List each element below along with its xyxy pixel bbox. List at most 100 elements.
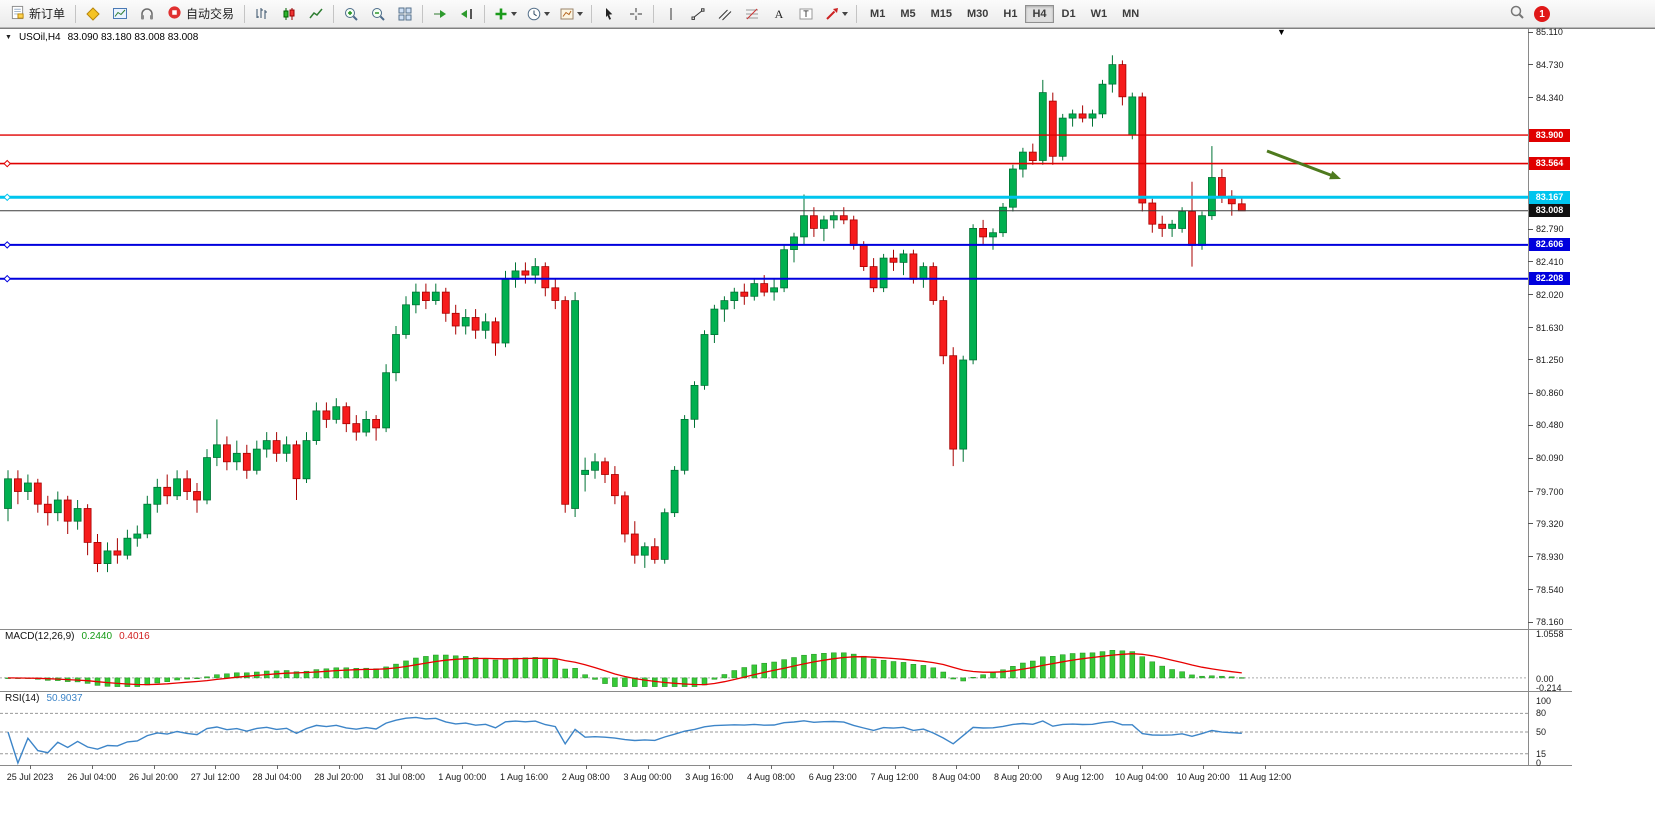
price-tag-82.606: 82.606 bbox=[1529, 238, 1570, 252]
time-axis-label: 6 Aug 23:00 bbox=[808, 772, 857, 782]
autotrade-button[interactable]: 自动交易 bbox=[161, 3, 240, 25]
time-axis-label: 25 Jul 2023 bbox=[6, 772, 54, 782]
line-handle[interactable] bbox=[3, 159, 12, 168]
price-chart[interactable] bbox=[0, 29, 1528, 629]
axis-tick bbox=[1528, 97, 1533, 99]
toolbar-separator bbox=[333, 4, 335, 23]
arrows-tool-icon[interactable] bbox=[820, 2, 852, 26]
price-tag-83.900: 83.900 bbox=[1529, 128, 1570, 142]
time-tick bbox=[1141, 765, 1143, 769]
macd-signal-value: 0.4016 bbox=[119, 631, 150, 642]
chart-info-collapse-icon[interactable]: ▼ bbox=[5, 34, 12, 41]
time-axis-label: 11 Aug 12:00 bbox=[1238, 772, 1292, 782]
zoom-out-icon[interactable] bbox=[365, 2, 391, 26]
line-chart-type-icon[interactable] bbox=[303, 2, 329, 26]
trend-arrow[interactable] bbox=[1266, 149, 1336, 178]
timeframe-button-m15[interactable]: M15 bbox=[924, 5, 959, 23]
trend-arrow-head[interactable] bbox=[1329, 170, 1341, 180]
timeframe-button-mn[interactable]: MN bbox=[1115, 5, 1146, 23]
time-tick bbox=[30, 765, 31, 769]
macd-title: MACD(12,26,9) bbox=[5, 631, 75, 642]
price-axis-label: 81.630 bbox=[1536, 322, 1564, 333]
rsi-axis-label: 50 bbox=[1536, 727, 1547, 737]
time-axis-label: 9 Aug 12:00 bbox=[1055, 772, 1104, 782]
chart-plot[interactable]: ▼ USOil,H4 83.090 83.180 83.008 83.008 ▼… bbox=[0, 27, 1528, 791]
axis-tick bbox=[1528, 294, 1533, 296]
time-tick bbox=[771, 765, 772, 769]
axis-tick bbox=[1528, 261, 1533, 263]
axis-tick bbox=[1528, 327, 1533, 329]
timeframe-button-m30[interactable]: M30 bbox=[960, 5, 995, 23]
time-axis-divider bbox=[0, 765, 1572, 766]
indicators-icon[interactable] bbox=[489, 2, 521, 26]
symbols-icon[interactable] bbox=[80, 2, 106, 26]
line-handle[interactable] bbox=[3, 193, 12, 202]
time-tick bbox=[338, 765, 340, 769]
line-handle[interactable] bbox=[3, 274, 12, 283]
timeframe-button-h1[interactable]: H1 bbox=[996, 5, 1024, 23]
timeframe-button-d1[interactable]: D1 bbox=[1055, 5, 1083, 23]
trendline-tool-icon[interactable] bbox=[685, 2, 711, 26]
axis-tick bbox=[1528, 621, 1533, 623]
time-axis-label: 26 Jul 04:00 bbox=[67, 772, 117, 782]
price-axis-label: 84.730 bbox=[1536, 59, 1564, 70]
auto-scroll-icon[interactable] bbox=[427, 2, 453, 26]
time-tick bbox=[400, 765, 402, 769]
bar-chart-type-icon[interactable] bbox=[249, 2, 275, 26]
chart-shift-icon[interactable] bbox=[454, 2, 480, 26]
rsi-axis-label: 80 bbox=[1536, 708, 1547, 719]
zoom-in-icon[interactable] bbox=[338, 2, 364, 26]
price-axis-border bbox=[1528, 29, 1529, 765]
time-tick bbox=[524, 765, 525, 769]
text-label-tool-icon[interactable]: T bbox=[793, 2, 819, 26]
vertical-line-tool-icon[interactable] bbox=[658, 2, 684, 26]
new-order-icon bbox=[10, 5, 25, 23]
axis-tick bbox=[1528, 523, 1533, 525]
time-tick bbox=[153, 765, 155, 769]
cursor-icon[interactable] bbox=[596, 2, 622, 26]
chart-info: ▼ USOil,H4 83.090 83.180 83.008 83.008 bbox=[5, 32, 198, 43]
axis-tick bbox=[1528, 228, 1533, 230]
axis-tick bbox=[1528, 491, 1533, 493]
equidistant-channel-tool-icon[interactable] bbox=[712, 2, 738, 26]
timeframe-button-h4[interactable]: H4 bbox=[1025, 4, 1054, 23]
templates-icon[interactable] bbox=[555, 2, 587, 26]
fibonacci-tool-icon[interactable] bbox=[739, 2, 765, 26]
crosshair-icon[interactable] bbox=[623, 2, 649, 26]
notification-badge[interactable]: 1 bbox=[1534, 6, 1550, 22]
price-axis-label: 82.020 bbox=[1536, 289, 1564, 300]
price-axis-label: 78.160 bbox=[1536, 617, 1564, 628]
time-axis-label: 8 Aug 04:00 bbox=[932, 772, 981, 782]
text-tool-icon[interactable]: A bbox=[766, 2, 792, 26]
tile-windows-icon[interactable] bbox=[392, 2, 418, 26]
price-axis-label: 78.540 bbox=[1536, 584, 1564, 595]
autotrade-stop-icon bbox=[167, 5, 182, 23]
timeframe-button-m5[interactable]: M5 bbox=[893, 5, 922, 23]
search-icon[interactable] bbox=[1509, 4, 1525, 25]
time-axis[interactable]: 25 Jul 2023 26 Jul 04:00 26 Jul 20:00 27 Ju… bbox=[0, 765, 1572, 791]
chart-window-icon[interactable] bbox=[107, 2, 133, 26]
market-depth-icon[interactable] bbox=[134, 2, 160, 26]
new-order-button[interactable]: 新订单 bbox=[4, 3, 71, 25]
line-handle[interactable] bbox=[3, 241, 12, 249]
timeframe-button-m1[interactable]: M1 bbox=[863, 5, 892, 23]
axis-tick bbox=[1528, 424, 1533, 426]
chart-symbol-period: USOil,H4 bbox=[18, 32, 61, 43]
time-tick bbox=[1203, 765, 1205, 769]
rsi-panel-divider[interactable] bbox=[0, 691, 1572, 692]
candlestick-chart-type-icon[interactable] bbox=[276, 2, 302, 26]
price-axis-label: 82.790 bbox=[1536, 224, 1564, 235]
rsi-panel[interactable] bbox=[0, 691, 1528, 765]
chart-shift-marker[interactable]: ▼ bbox=[1277, 27, 1286, 37]
axis-tick bbox=[1528, 359, 1533, 361]
macd-panel-divider[interactable] bbox=[0, 629, 1572, 630]
macd-panel[interactable] bbox=[0, 629, 1528, 691]
toolbar-separator bbox=[484, 4, 486, 23]
indicators-dropdown-icon bbox=[511, 11, 518, 16]
periods-icon[interactable] bbox=[522, 2, 554, 26]
price-axis[interactable]: 85.110 84.730 84.340 82.790 82.410 82.020 81.6… bbox=[1528, 27, 1572, 791]
time-tick bbox=[462, 765, 464, 769]
toolbar-separator bbox=[244, 4, 246, 23]
timeframe-button-w1[interactable]: W1 bbox=[1084, 5, 1115, 23]
chart-ohlc-values: 83.090 83.180 83.008 83.008 bbox=[67, 32, 199, 43]
